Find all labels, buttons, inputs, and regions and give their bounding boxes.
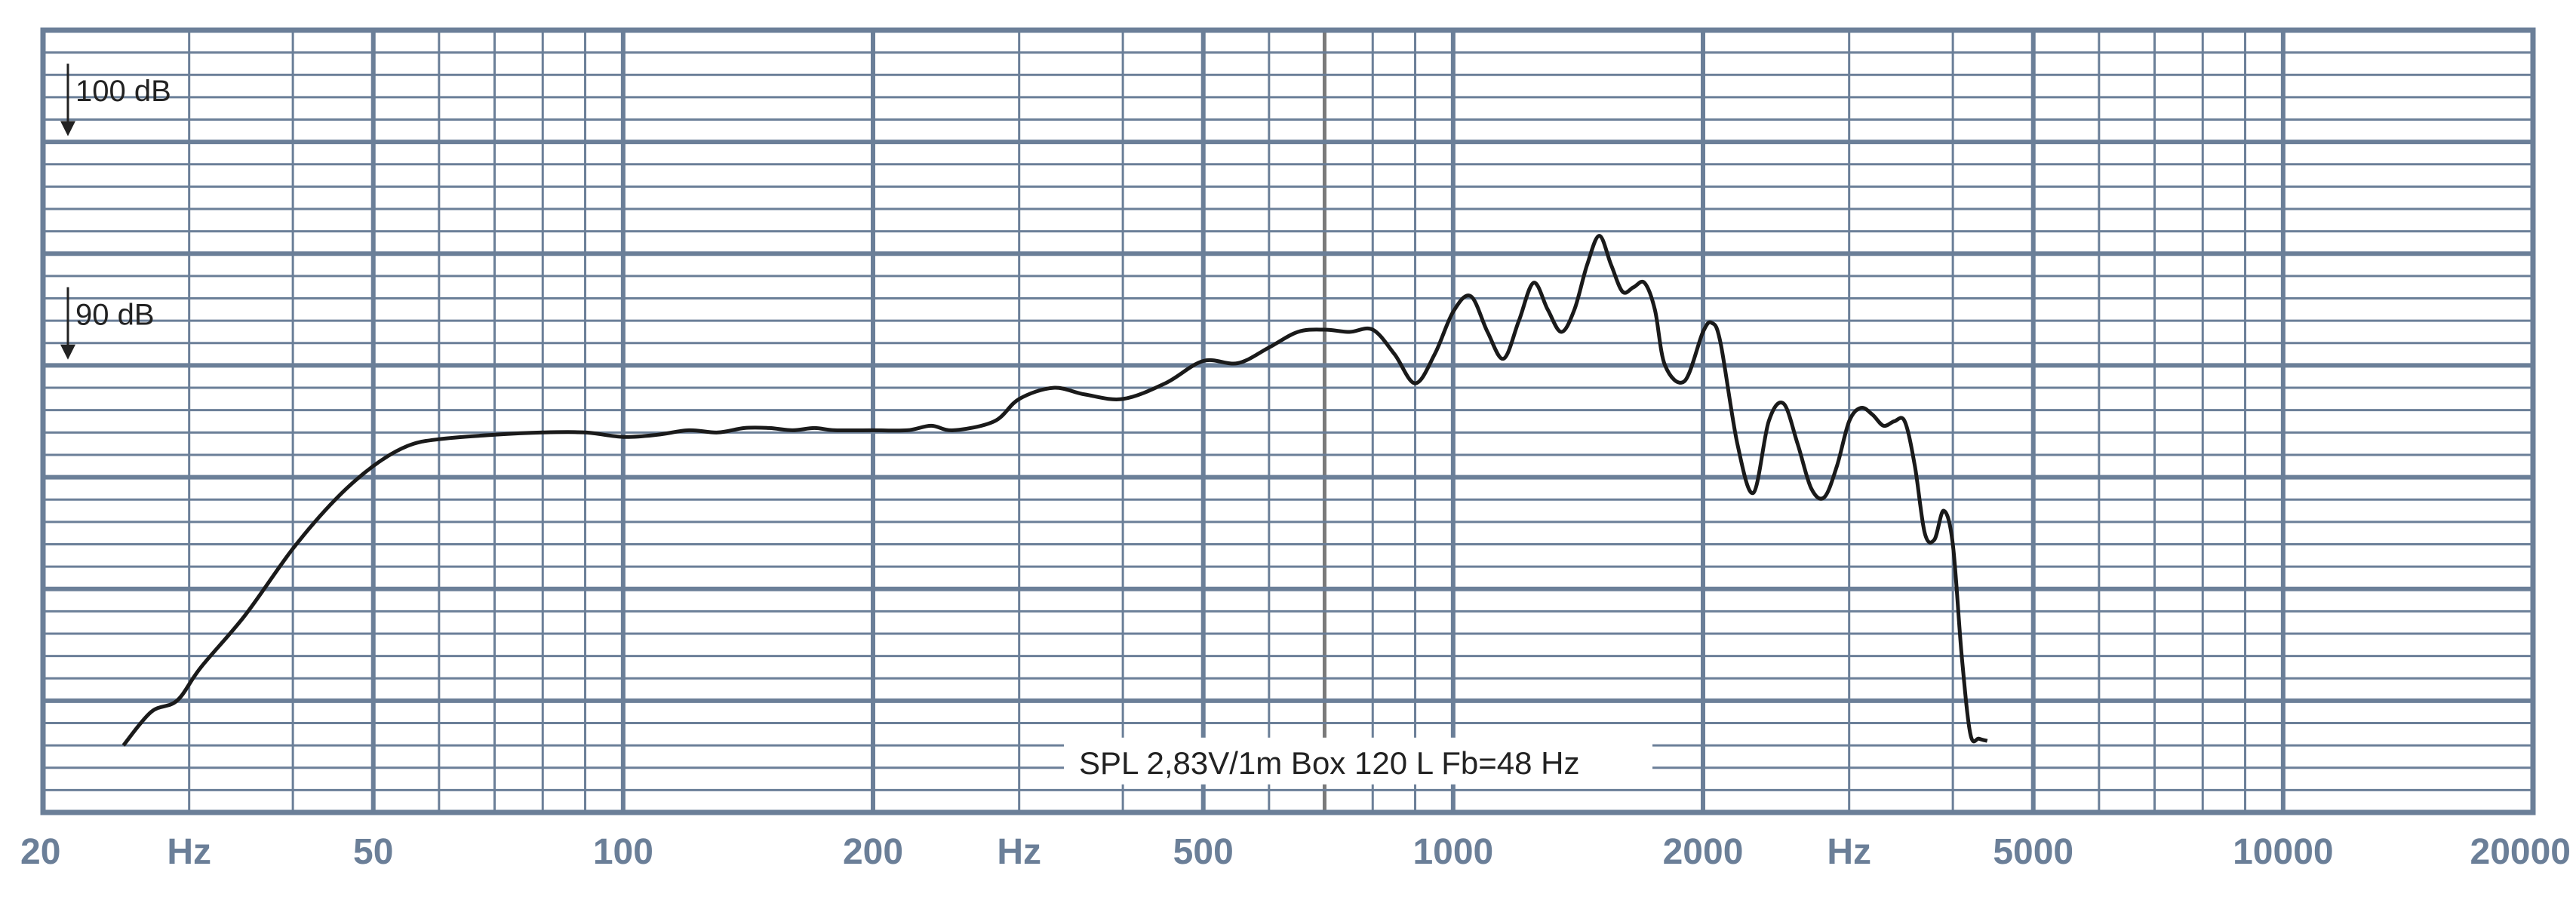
x-tick-label: 200 bbox=[843, 832, 903, 872]
x-tick-label: 10000 bbox=[2233, 832, 2333, 872]
reference-level-label: 90 dB bbox=[75, 298, 155, 331]
x-tick-label: 20000 bbox=[2470, 832, 2571, 872]
x-tick-label: 1000 bbox=[1412, 832, 1493, 872]
measurement-annotation: SPL 2,83V/1m Box 120 L Fb=48 Hz bbox=[1064, 737, 1652, 785]
measurement-conditions-label: SPL 2,83V/1m Box 120 L Fb=48 Hz bbox=[1079, 745, 1579, 781]
reference-arrow-head bbox=[60, 121, 75, 137]
x-tick-label: Hz bbox=[167, 832, 211, 872]
x-tick-label: 50 bbox=[353, 832, 393, 872]
x-tick-labels: 20 Hz 50 100 200 Hz 500 1000 2000 Hz 5000 10000 2000… bbox=[20, 832, 2571, 872]
x-tick-label: 2000 bbox=[1663, 832, 1744, 872]
annotation-background bbox=[1064, 737, 1652, 785]
reference-arrow-head bbox=[60, 344, 75, 360]
reference-level-label: 100 dB bbox=[75, 75, 171, 108]
x-tick-label: 500 bbox=[1173, 832, 1234, 872]
x-tick-label: Hz bbox=[1827, 832, 1871, 872]
chart-grid bbox=[40, 27, 2536, 815]
spl-response-line bbox=[121, 234, 1988, 747]
x-tick-label: Hz bbox=[997, 832, 1041, 872]
x-tick-label: 5000 bbox=[1993, 832, 2073, 872]
reference-level-markers: 100 dB 90 dB bbox=[60, 63, 171, 360]
x-tick-label: 20 bbox=[20, 832, 60, 872]
plot-border bbox=[40, 27, 2536, 815]
x-tick-label: 100 bbox=[593, 832, 653, 872]
series-group bbox=[121, 234, 1988, 747]
